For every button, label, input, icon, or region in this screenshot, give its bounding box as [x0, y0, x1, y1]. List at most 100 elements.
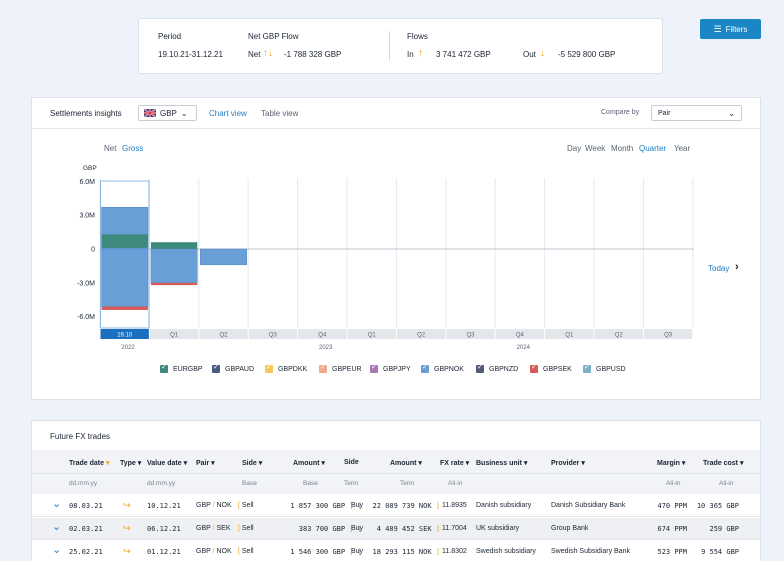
legend-item-gbpsek[interactable]: GBPSEK — [530, 363, 572, 373]
col-amount-term[interactable]: Amount ▾ — [390, 460, 422, 467]
uk-flag-icon — [144, 109, 156, 117]
tab-day[interactable]: Day — [567, 144, 582, 153]
business-unit: Swedish subsidiary — [476, 548, 536, 555]
bar-segment-gbpsek — [101, 306, 148, 310]
legend-item-gbpaud[interactable]: GBPAUD — [212, 363, 255, 373]
tab-week[interactable]: Week — [585, 144, 606, 153]
bar-segment-eurgbp — [150, 242, 198, 249]
table-row[interactable]: ⌄ 25.02.21 ↪ 01.12.21 GBP / NOK [ Sell 1 546 3… — [32, 541, 760, 561]
sub-value-date: dd.mm.yy — [147, 480, 176, 487]
provider: Group Bank — [551, 525, 589, 532]
table-row[interactable]: ⌄ 08.03.21 ↪ 10.12.21 GBP / NOK [ Sell 1 857 3… — [32, 495, 760, 517]
tab-quarter[interactable]: Quarter — [639, 144, 667, 153]
category-cell — [495, 329, 545, 339]
x-tick-label: 19.10 — [117, 333, 133, 339]
legend-item-eurgbp[interactable]: EURGBP — [160, 363, 203, 373]
header-divider — [32, 128, 760, 129]
checkbox-icon — [370, 363, 378, 373]
legend-item-gbpeur[interactable]: GBPEUR — [319, 363, 362, 373]
in-label: In — [407, 50, 414, 59]
margin: 523 PPM — [657, 548, 687, 556]
fx-rate: 11.8302 — [442, 548, 467, 555]
fx-rate: 11.8935 — [442, 502, 467, 509]
bar-segment-gbpnok — [200, 248, 247, 266]
col-pair[interactable]: Pair ▾ — [196, 460, 215, 467]
col-value-date[interactable]: Value date ▾ — [147, 460, 188, 467]
col-trade-date[interactable]: Trade date ▾ — [69, 460, 110, 467]
expand-chevron-icon[interactable]: ⌄ — [52, 544, 62, 556]
legend-item-gbpdkk[interactable]: GBPDKK — [265, 363, 308, 373]
legend-label: GBPAUD — [225, 365, 255, 373]
col-side-term[interactable]: Side — [344, 459, 359, 466]
legend-item-gbpusd[interactable]: GBPUSD — [583, 363, 626, 373]
chevron-right-icon[interactable]: › — [735, 261, 739, 273]
bar-segment-gbpsek — [150, 282, 198, 286]
sub-side-base: Base — [242, 480, 257, 487]
chevron-down-icon: ⌄ — [728, 108, 735, 118]
expand-chevron-icon[interactable]: ⌄ — [52, 498, 62, 510]
amount-term: 18 293 115 NOK ] — [372, 548, 440, 556]
col-provider[interactable]: Provider ▾ — [551, 460, 585, 467]
legend-item-gbpnok[interactable]: GBPNOK — [421, 363, 464, 373]
out-label: Out — [523, 50, 536, 59]
year-label: 2024 — [517, 345, 531, 351]
col-amount-base[interactable]: Amount ▾ — [293, 460, 325, 467]
x-tick-label: Q3 — [466, 333, 475, 339]
arrow-up-icon: ↑ — [418, 48, 423, 59]
y-tick-label: 3.0M — [79, 213, 95, 220]
y-tick-label: -6.0M — [77, 314, 95, 321]
legend-item-gbpjpy[interactable]: GBPJPY — [370, 363, 411, 373]
tab-year[interactable]: Year — [674, 144, 691, 153]
col-fx-rate[interactable]: FX rate ▾ — [440, 460, 470, 467]
trade-cost: 259 GBP — [709, 525, 739, 533]
legend-label: GBPJPY — [383, 365, 411, 373]
provider: Danish Subsidiary Bank — [551, 502, 626, 509]
x-tick-label: Q1 — [170, 333, 179, 339]
legend-label: GBPDKK — [278, 365, 308, 373]
tab-table-view[interactable]: Table view — [261, 109, 299, 118]
arrow-down-icon: ↓ — [540, 48, 545, 59]
category-cell — [446, 329, 495, 339]
col-type[interactable]: Type ▾ — [120, 460, 142, 467]
tab-gross[interactable]: Gross — [122, 144, 144, 153]
col-side-base[interactable]: Side ▾ — [242, 460, 263, 467]
col-trade-cost[interactable]: Trade cost ▾ — [703, 460, 744, 467]
col-margin[interactable]: Margin ▾ — [657, 460, 686, 467]
compare-select[interactable]: Pair ⌄ — [651, 105, 742, 121]
category-cell — [347, 329, 396, 339]
table-row[interactable]: ⌄ 02.03.21 ↪ 06.12.21 GBP / SEK [ Sell 383 700… — [32, 518, 760, 540]
category-cell — [298, 329, 347, 339]
today-link[interactable]: Today — [708, 264, 730, 273]
amount-term: 22 089 739 NOK ] — [372, 502, 440, 510]
x-tick-label: Q1 — [565, 333, 574, 339]
sub-trade-cost: All-in — [719, 480, 734, 487]
tab-net[interactable]: Net — [104, 144, 117, 153]
insights-title: Settlements insights — [50, 109, 122, 118]
expand-chevron-icon[interactable]: ⌄ — [52, 521, 62, 533]
amount-base: 383 700 GBP ] [ — [298, 525, 362, 533]
checkbox-icon — [530, 363, 538, 373]
divider — [389, 31, 390, 61]
x-tick-label: Q3 — [269, 333, 278, 339]
side-base: [ Sell — [238, 548, 254, 555]
side-term: Buy — [351, 548, 364, 555]
tab-chart-view[interactable]: Chart view — [209, 109, 247, 118]
header-divider — [32, 473, 760, 474]
business-unit: Danish subsidiary — [476, 502, 532, 509]
filters-button[interactable]: ☰ Filters — [700, 19, 761, 39]
x-tick-label: Q2 — [417, 333, 426, 339]
currency-select[interactable]: GBP ⌄ — [138, 105, 197, 121]
currency-pair: GBP / SEK — [196, 525, 231, 532]
tab-month[interactable]: Month — [611, 144, 634, 153]
chevron-down-icon: ⌄ — [180, 108, 188, 118]
year-label: 2022 — [121, 345, 135, 351]
col-business-unit[interactable]: Business unit ▾ — [476, 460, 528, 467]
side-term: Buy — [351, 525, 364, 532]
flows-label: Flows — [407, 32, 428, 41]
checkbox-icon — [476, 363, 484, 373]
legend-item-gbpnzd[interactable]: GBPNZD — [476, 363, 518, 373]
category-cell — [545, 329, 594, 339]
currency-pair: GBP / NOK — [196, 548, 232, 555]
net-flow-label: Net GBP Flow — [248, 32, 299, 41]
margin: 674 PPM — [657, 525, 687, 533]
